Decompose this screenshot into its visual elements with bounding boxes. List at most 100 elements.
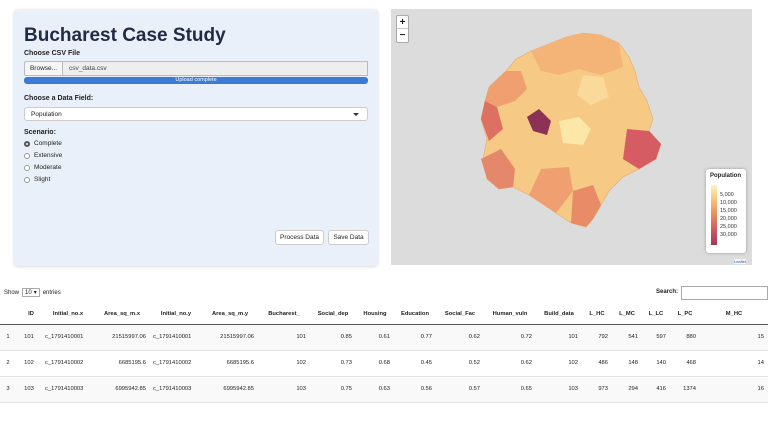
column-header[interactable]: L_HC [582,304,612,325]
legend-title: Population [710,173,741,179]
radio-complete[interactable]: Complete [24,140,62,147]
zoom-out-button[interactable]: − [399,30,406,41]
table-cell: 0.56 [394,376,436,403]
data-table: ID Initial_no.x Area_sq_m.x Initial_no.y Are… [0,304,768,403]
table-cell: 16 [700,376,768,403]
legend-tick: 15,000 [720,208,737,214]
radio-icon [24,152,30,159]
table-cell: 0.75 [310,376,356,403]
column-header[interactable]: Area_sq_m.y [202,304,258,325]
column-header[interactable]: L_MC [612,304,642,325]
column-header[interactable] [0,304,20,325]
column-header[interactable]: ID [20,304,42,325]
choropleth-map [480,32,662,228]
field-select[interactable]: Population [24,107,368,121]
table-cell: c_1791410002 [42,350,94,377]
legend-tick: 25,000 [720,224,737,230]
radio-icon [24,164,30,171]
table-row[interactable]: 3 103 c_1791410003 6995942.85 c_1791410003 69… [0,376,768,403]
zoom-control: + − [396,15,409,43]
table-cell: c_1791410002 [150,350,202,377]
radio-extensive[interactable]: Extensive [24,152,62,159]
table-cell: 973 [582,376,612,403]
save-data-button[interactable]: Save Data [328,230,369,245]
radio-label: Complete [34,140,62,147]
legend-tick: 30,000 [720,232,737,238]
table-cell: 21515997.06 [94,324,150,351]
table-cell: c_1791410001 [150,324,202,351]
page-length-value: 10 [25,289,32,296]
radio-selected-icon [24,140,30,147]
column-header[interactable]: M_HC [700,304,768,325]
table-header-row: ID Initial_no.x Area_sq_m.x Initial_no.y Are… [0,304,768,325]
table-cell: 1374 [670,376,700,403]
radio-moderate[interactable]: Moderate [24,164,61,171]
column-header[interactable]: Area_sq_m.x [94,304,150,325]
table-cell: c_1791410001 [42,324,94,351]
column-header[interactable]: Social_dep [310,304,356,325]
field-label: Choose a Data Field: [24,95,94,102]
legend-tick: 5,000 [720,192,734,198]
column-header[interactable]: Social_Fac [436,304,484,325]
table-cell: 6995942.85 [202,376,258,403]
radio-label: Moderate [34,164,62,171]
table-cell: 0.57 [436,376,484,403]
radio-slight[interactable]: Slight [24,176,50,183]
file-label: Choose CSV File [24,50,81,57]
page-length-control: Show 10 ▾ entries [4,288,61,297]
table-cell: 6995942.85 [94,376,150,403]
table-cell: 0.63 [356,376,394,403]
table-cell: 792 [582,324,612,351]
search-input[interactable] [681,286,768,300]
map-view[interactable]: + − Population 5,000 10,000 15,000 20,00… [391,9,752,265]
table-row[interactable]: 2 102 c_1791410002 6685195.6 c_1791410002 668… [0,350,768,377]
leaflet-attribution[interactable]: Leaflet [733,259,746,264]
table-cell: 416 [642,376,670,403]
table-cell: 103 [258,376,310,403]
table-cell: c_1791410003 [42,376,94,403]
process-data-button[interactable]: Process Data [275,230,324,245]
table-cell: 3 [0,376,20,403]
table-row[interactable]: 1 101 c_1791410001 21515997.06 c_1791410001 2… [0,324,768,351]
table-cell: 0.62 [484,350,536,377]
chevron-down-icon: ▾ [33,290,37,296]
table-cell: 103 [536,376,582,403]
zoom-in-button[interactable]: + [397,16,408,29]
radio-label: Slight [34,176,51,183]
table-cell: 486 [582,350,612,377]
entries-label: entries [42,289,61,296]
column-header[interactable]: Bucharest_ [258,304,310,325]
table-cell: 0.85 [310,324,356,351]
table-cell: 102 [20,350,42,377]
column-header[interactable]: L_LC [642,304,670,325]
legend-gradient [711,185,717,245]
page-length-select[interactable]: 10 ▾ [22,288,40,297]
table-cell: 101 [20,324,42,351]
table-cell: 0.45 [394,350,436,377]
column-header[interactable]: L_PC [670,304,700,325]
column-header[interactable]: Education [394,304,436,325]
search-label: Search: [656,289,679,295]
scenario-label: Scenario: [24,129,56,136]
upload-status: Upload complete [24,77,368,84]
legend-tick: 10,000 [720,200,737,206]
browse-button[interactable]: Browse... [24,61,63,76]
table-cell: 0.72 [484,324,536,351]
table-cell: 0.61 [356,324,394,351]
table-cell: 14 [700,350,768,377]
radio-icon [24,176,30,183]
radio-label: Extensive [34,152,63,159]
column-header[interactable]: Initial_no.y [150,304,202,325]
column-header[interactable]: Build_data [536,304,582,325]
table-cell: 102 [536,350,582,377]
table-cell: 880 [670,324,700,351]
page-title: Bucharest Case Study [24,25,226,46]
column-header[interactable]: Housing [356,304,394,325]
table-cell: 2 [0,350,20,377]
table-cell: 0.73 [310,350,356,377]
file-name-field[interactable]: csv_data.csv [63,61,368,76]
column-header[interactable]: Initial_no.x [42,304,94,325]
column-header[interactable]: Human_vuln [484,304,536,325]
table-cell: 0.65 [484,376,536,403]
table-cell: 15 [700,324,768,351]
